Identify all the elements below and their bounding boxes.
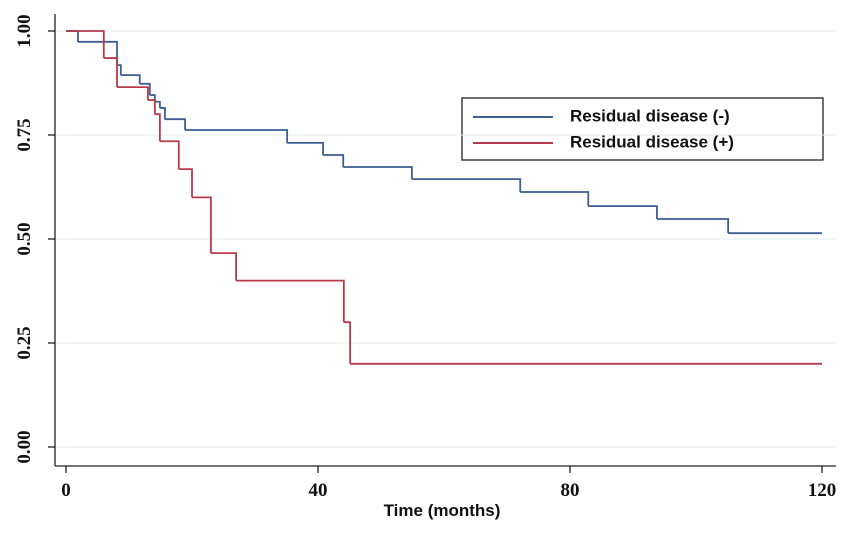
x-tick-label: 0 xyxy=(61,480,71,501)
survival-step xyxy=(287,142,324,155)
y-tick-label: 1.00 xyxy=(14,14,35,47)
survival-step xyxy=(323,154,345,168)
survival-step xyxy=(147,99,156,115)
survival-step xyxy=(520,191,590,207)
survival-step xyxy=(120,74,141,84)
legend-label: Residual disease (+) xyxy=(570,132,734,151)
x-tick-label: 120 xyxy=(808,480,837,501)
survival-step xyxy=(236,279,345,323)
survival-step xyxy=(411,178,522,192)
x-axis-label: Time (months) xyxy=(384,501,501,520)
x-tick-label: 40 xyxy=(309,480,328,501)
survival-step xyxy=(192,196,212,254)
survival-step xyxy=(159,107,166,120)
x-tick-label: 80 xyxy=(561,480,580,501)
survival-step xyxy=(185,129,289,143)
y-tick-label: 0.25 xyxy=(14,326,35,359)
survival-step xyxy=(656,218,730,234)
y-tick-label: 0.00 xyxy=(14,430,35,463)
survival-step xyxy=(164,118,186,131)
survival-step xyxy=(117,86,149,101)
legend-label: Residual disease (-) xyxy=(570,106,730,125)
survival-step xyxy=(343,166,413,180)
survival-step xyxy=(343,321,352,364)
survival-step xyxy=(588,205,658,220)
survival-step xyxy=(154,100,161,108)
survival-step xyxy=(154,113,161,142)
y-tick-label: 0.75 xyxy=(14,118,35,151)
survival-step xyxy=(159,140,180,170)
legend-box xyxy=(461,97,824,161)
survival-step xyxy=(210,252,237,281)
survival-step xyxy=(178,168,193,198)
survival-step xyxy=(103,57,118,88)
survival-step xyxy=(139,82,151,96)
survival-step xyxy=(66,30,105,59)
survival-step xyxy=(117,64,122,76)
y-tick-label: 0.50 xyxy=(14,222,35,255)
